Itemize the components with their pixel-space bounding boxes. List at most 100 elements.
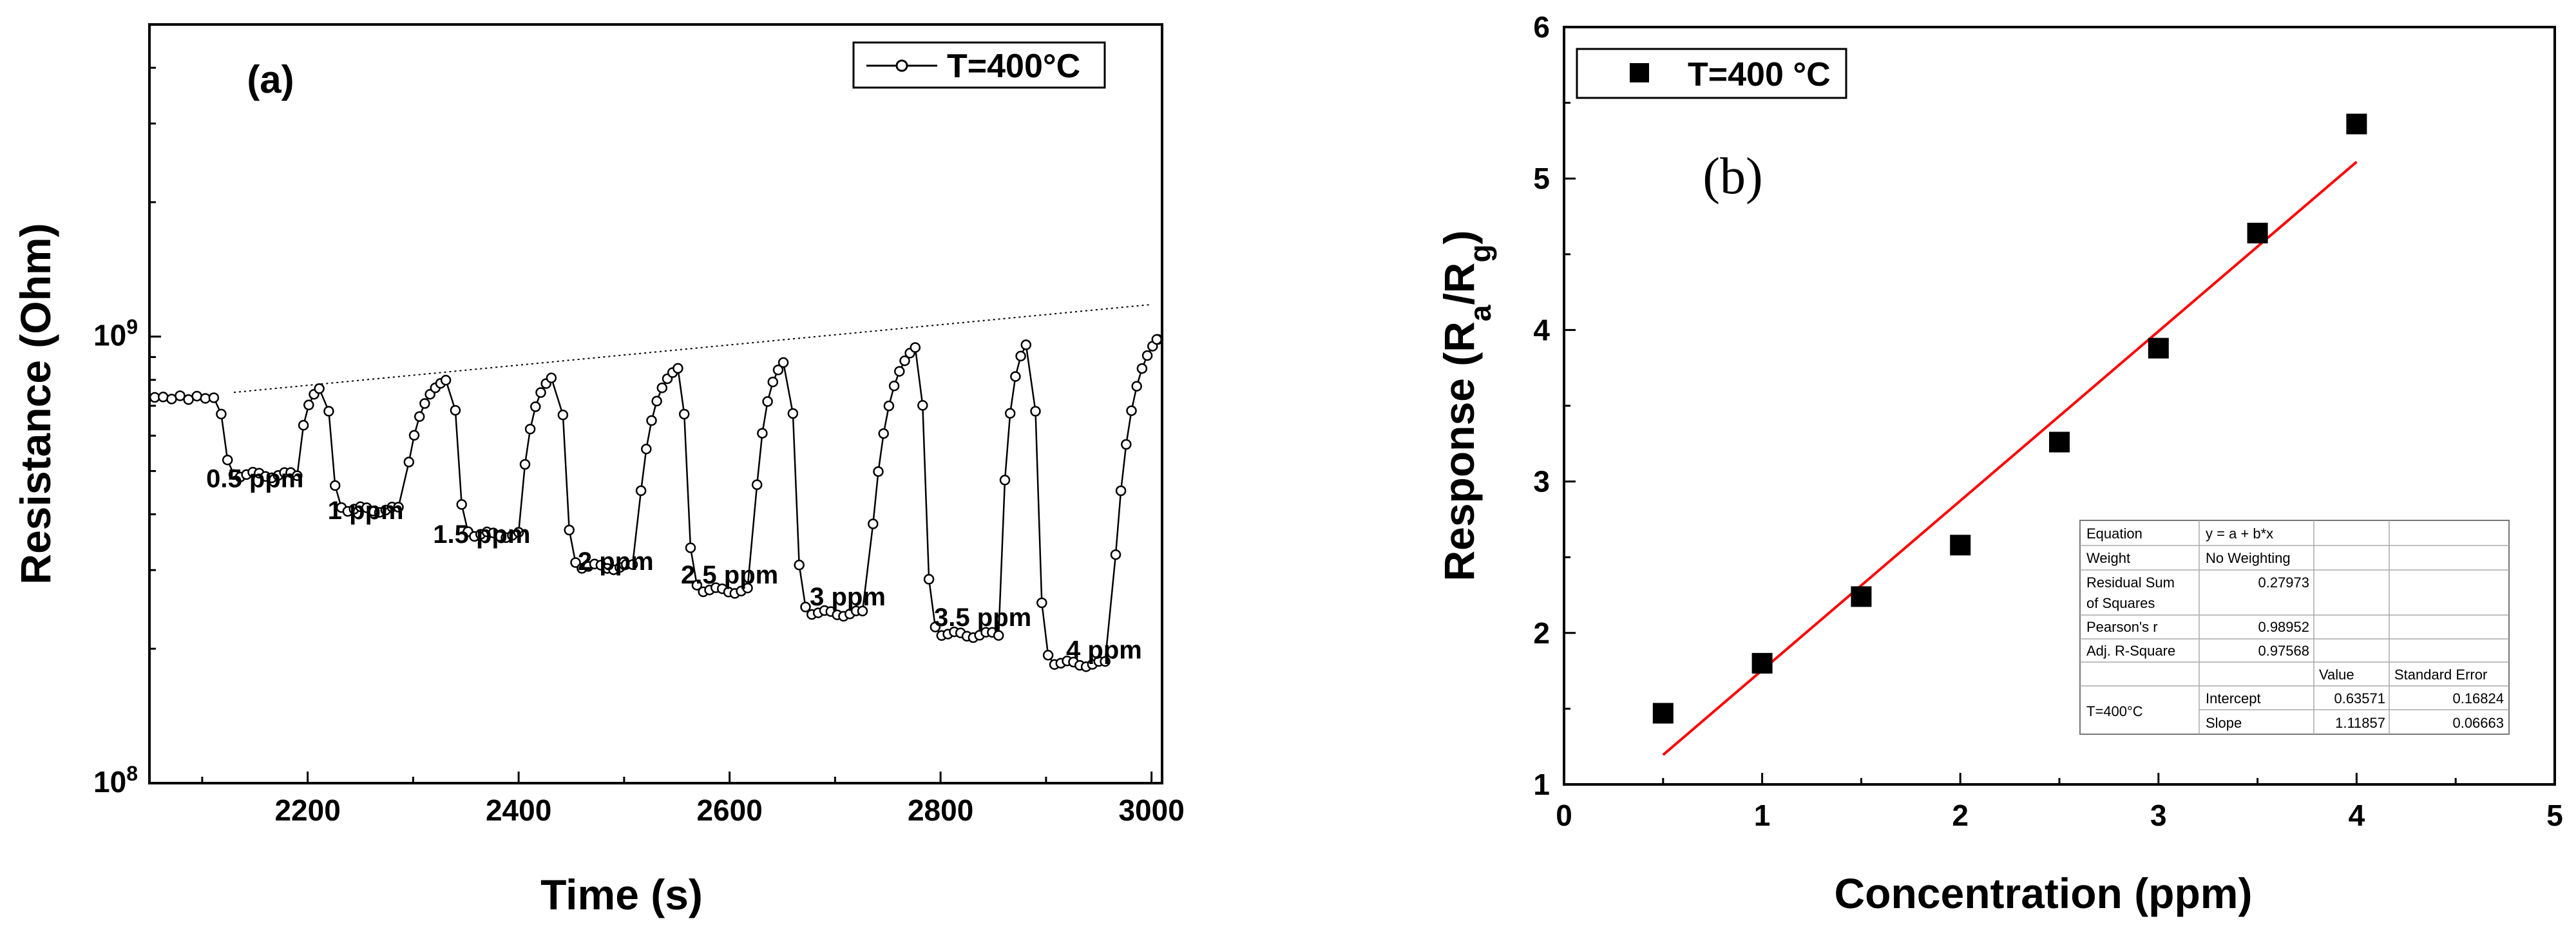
panel-a-legend: T=400°C (852, 41, 1106, 89)
x-tick-label-a: 2600 (696, 793, 762, 827)
concentration-label: 1 ppm (328, 497, 404, 525)
fit-equation-label: Equation (2086, 526, 2142, 542)
resistance-point (298, 420, 309, 431)
resistance-point (993, 630, 1004, 641)
x-tick-label-a: 2200 (274, 793, 340, 827)
y-tick-label-b: 5 (1533, 162, 1550, 195)
resistance-point (873, 466, 884, 477)
resistance-point (742, 582, 753, 594)
resistance-point (1141, 350, 1153, 361)
legend-a-marker (895, 59, 908, 72)
response-point (2049, 432, 2070, 453)
resistance-point (1015, 350, 1026, 362)
panel-a-frame (148, 23, 1163, 784)
panel-a: 0.5 ppm 1 ppm 1.5 ppm 2 ppm 2.5 ppm 3 ppm 3.5 … (12, 23, 1185, 918)
y-tick-label-b: 6 (1533, 10, 1550, 44)
panel-b-y-axis-title: Response (Ra/Rg) (1435, 230, 1497, 581)
response-point (2346, 113, 2367, 135)
resistance-point (910, 342, 921, 353)
resistance-point (1110, 549, 1121, 560)
panel-b-data (1652, 113, 2367, 756)
resistance-point (513, 527, 524, 538)
concentration-label: 0.5 ppm (206, 464, 303, 493)
resistance-point (222, 454, 233, 466)
y-tick-label-b: 3 (1533, 465, 1550, 498)
y-tick-label-b: 2 (1533, 616, 1550, 650)
resistance-point (930, 621, 941, 632)
x-tick-label-a: 2800 (908, 793, 973, 827)
fit-slope-se: 0.06663 (2452, 715, 2504, 731)
resistance-point (419, 398, 430, 409)
concentration-label: 4 ppm (1066, 636, 1142, 665)
resistance-point (641, 443, 652, 455)
resistance-point (175, 390, 186, 401)
resistance-point (894, 366, 905, 377)
resistance-point (1115, 485, 1127, 497)
resistance-point (800, 602, 811, 612)
response-point (2148, 337, 2169, 359)
resistance-point (999, 475, 1011, 486)
resistance-point (1020, 339, 1032, 350)
resistance-point (868, 518, 879, 529)
legend-b-marker (1630, 63, 1649, 82)
resistance-point (787, 408, 799, 419)
fit-adjr2-value: 0.97568 (2258, 643, 2309, 659)
x-tick-label-b: 5 (2546, 799, 2563, 832)
resistance-point (292, 470, 303, 481)
resistance-point (208, 392, 220, 403)
fit-rss-value: 0.27973 (2258, 574, 2309, 591)
resistance-point (1042, 650, 1054, 661)
resistance-point (651, 395, 662, 407)
resistance-point (794, 560, 805, 571)
resistance-point (314, 383, 325, 394)
panel-a-data: 0.5 ppm 1 ppm 1.5 ppm 2 ppm 2.5 ppm 3 ppm 3.5 … (149, 303, 1163, 672)
panel-a-x-axis-title: Time (s) (540, 871, 703, 918)
resistance-point (1010, 371, 1021, 382)
panel-a-label: (a) (247, 58, 294, 101)
fit-slope-value: 1.11857 (2335, 715, 2385, 731)
resistance-point (570, 557, 581, 568)
y-tick-label-b: 1 (1533, 768, 1550, 801)
resistance-point (329, 480, 341, 491)
resistance-point (1036, 597, 1047, 609)
response-point (1950, 535, 1971, 556)
resistance-point (1136, 363, 1148, 374)
resistance-point (1151, 334, 1163, 345)
fit-series-label: T=400°C (2086, 703, 2143, 719)
fit-slope-label: Slope (2206, 715, 2242, 731)
concentration-label: 3 ppm (810, 583, 886, 611)
resistance-point (627, 559, 638, 570)
x-tick-label-b: 1 (1754, 799, 1771, 832)
fit-rss-label-1: Residual Sum (2086, 574, 2175, 591)
resistance-point (899, 355, 910, 366)
response-point (1751, 652, 1773, 674)
resistance-point (408, 430, 420, 441)
resistance-point (1030, 406, 1041, 417)
resistance-point (678, 408, 690, 420)
resistance-point (158, 392, 169, 403)
x-tick-label-b: 2 (1952, 799, 1969, 832)
response-point (2247, 222, 2268, 243)
resistance-point (323, 406, 334, 417)
response-point (1652, 703, 1674, 724)
resistance-point (757, 428, 768, 439)
resistance-point (691, 580, 703, 591)
resistance-point (857, 605, 868, 617)
fit-weight-label: Weight (2086, 550, 2130, 566)
x-tick-label-b: 4 (2349, 799, 2365, 832)
resistance-point (1131, 381, 1142, 392)
resistance-point (557, 410, 569, 421)
resistance-point (1121, 439, 1132, 450)
resistance-point (923, 574, 935, 585)
resistance-point (888, 380, 900, 392)
resistance-point (1100, 656, 1111, 667)
resistance-point (546, 372, 557, 384)
panel-b-legend: T=400 °C (1576, 48, 1847, 99)
resistance-point (656, 382, 668, 394)
resistance-point (635, 485, 647, 497)
fit-weight-value: No Weighting (2206, 550, 2291, 566)
x-tick-label-b: 0 (1556, 799, 1572, 832)
response-point (1851, 586, 1872, 607)
